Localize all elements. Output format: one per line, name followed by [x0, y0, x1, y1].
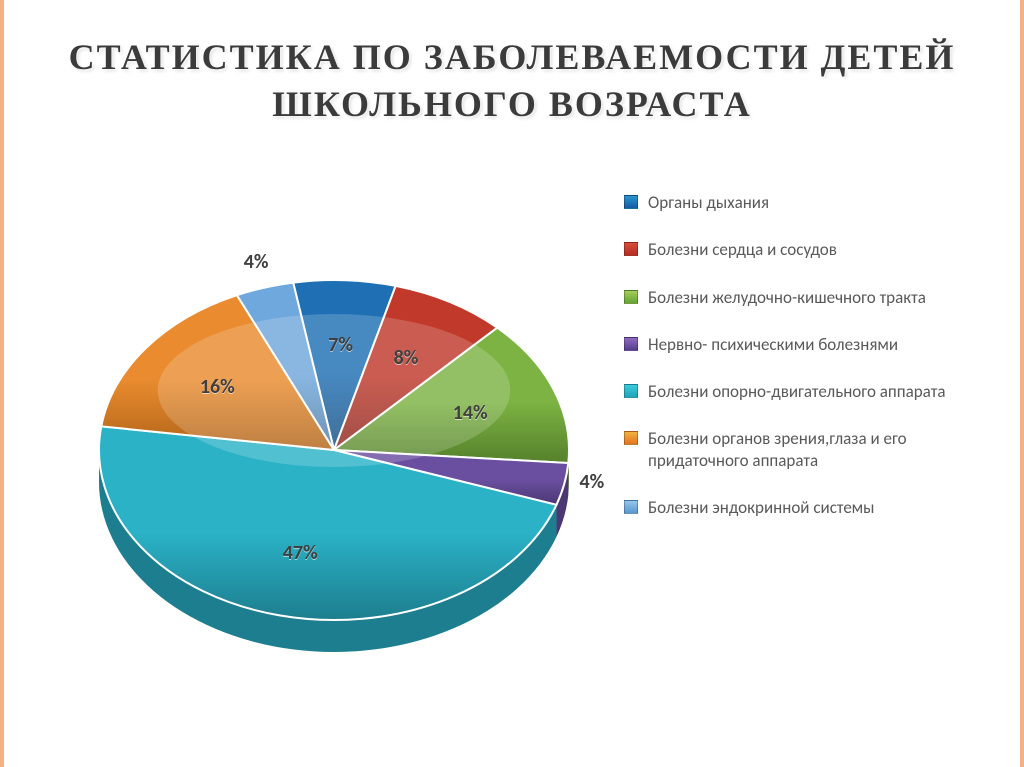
legend-label: Нервно- психическими болезнями	[648, 334, 974, 355]
legend-swatch	[624, 384, 638, 398]
legend-swatch	[624, 337, 638, 351]
legend-swatch	[624, 195, 638, 209]
legend-label: Болезни сердца и сосудов	[648, 239, 974, 260]
legend-item: Болезни сердца и сосудов	[624, 239, 974, 260]
slice-value-label: 16%	[200, 375, 235, 399]
slice-value-label: 8%	[394, 346, 419, 370]
slice-value-label: 7%	[328, 333, 353, 357]
legend-item: Болезни опорно-двигательного аппарата	[624, 381, 974, 402]
slide-title: СТАТИСТИКА ПО ЗАБОЛЕВАЕМОСТИ ДЕТЕЙ ШКОЛЬ…	[4, 0, 1020, 128]
slice-value-label: 47%	[283, 541, 318, 565]
legend-item: Болезни желудочно-кишечного тракта	[624, 287, 974, 308]
slice-value-label: 4%	[244, 250, 269, 274]
legend-label: Органы дыхания	[648, 192, 974, 213]
legend-swatch	[624, 242, 638, 256]
pie-chart: 7%8%14%4%47%16%4%	[74, 170, 594, 690]
slice-value-label: 14%	[453, 401, 488, 425]
legend-item: Болезни органов зрения,глаза и его прида…	[624, 428, 974, 471]
legend: Органы дыхания Болезни сердца и сосудов Бо…	[624, 192, 974, 544]
slice-value-label: 4%	[579, 470, 604, 494]
legend-item: Органы дыхания	[624, 192, 974, 213]
legend-label: Болезни органов зрения,глаза и его прида…	[648, 428, 974, 471]
legend-label: Болезни желудочно-кишечного тракта	[648, 287, 974, 308]
legend-label: Болезни опорно-двигательного аппарата	[648, 381, 974, 402]
legend-item: Нервно- психическими болезнями	[624, 334, 974, 355]
legend-swatch	[624, 431, 638, 445]
legend-item: Болезни эндокринной системы	[624, 497, 974, 518]
legend-swatch	[624, 500, 638, 514]
legend-swatch	[624, 290, 638, 304]
legend-label: Болезни эндокринной системы	[648, 497, 974, 518]
